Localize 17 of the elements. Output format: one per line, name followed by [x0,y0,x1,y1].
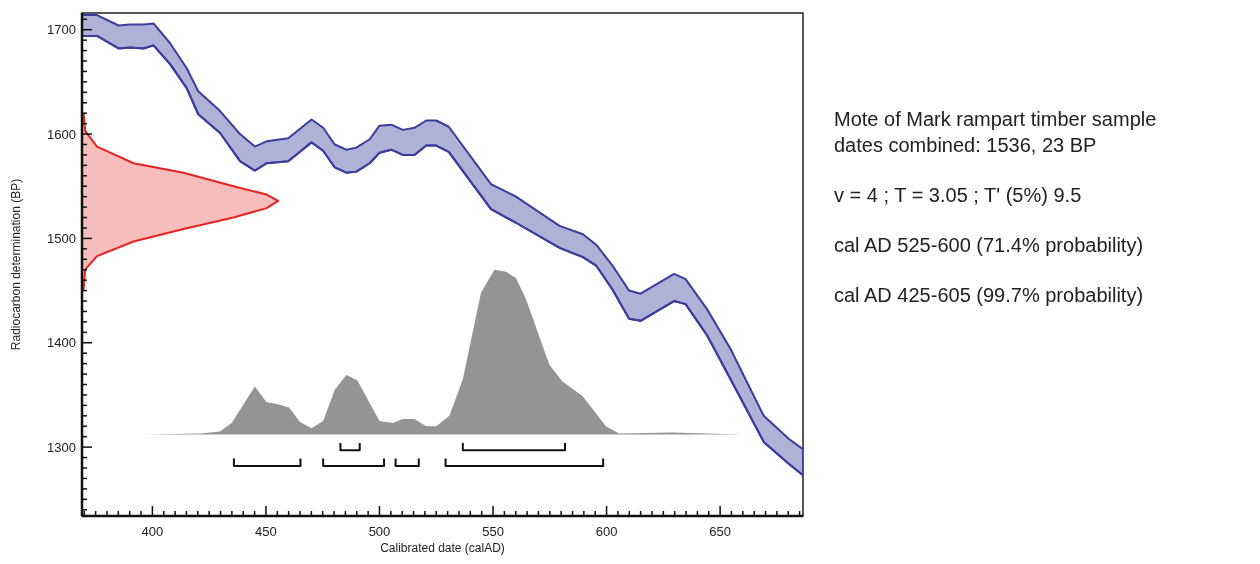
x-tick-label: 500 [368,524,391,539]
x-tick-label: 400 [141,524,164,539]
y-tick-label: 1600 [47,126,76,142]
y-tick-label: 1500 [47,230,76,246]
text: cal AD 425-605 (99.7% probability) [834,284,1144,306]
x-tick-label: 650 [709,524,731,539]
y-axis-title: Radiocarbon determination (BP) [9,178,23,351]
text: Mote of Mark rampart timber sample dates combined: 1536, 23 BP [834,108,1157,156]
y-tick-label: 1300 [47,439,76,455]
x-tick-label: 600 [595,524,618,539]
y-tick-label: 1700 [47,22,76,38]
x-tick-label: 450 [255,524,277,539]
text: v = 4 ; T = 3.05 ; T' (5%) 9.5 [834,184,1082,206]
x-axis-title: Calibrated date (calAD) [380,541,505,555]
text: cal AD 525-600 (71.4% probability) [834,234,1144,256]
y-tick-label: 1400 [47,335,76,351]
x-tick-label: 550 [482,524,504,539]
